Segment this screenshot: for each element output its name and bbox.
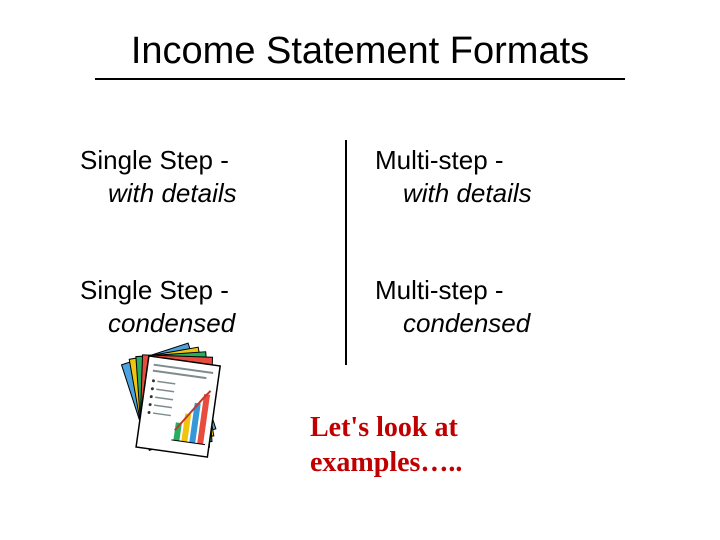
reports-clipart-icon xyxy=(115,340,235,460)
item-line2: condensed xyxy=(108,308,330,339)
grid-cell-left-top: Single Step - with details xyxy=(80,145,330,209)
slide-title: Income Statement Formats xyxy=(131,30,589,73)
item-line1: Multi-step - xyxy=(375,275,635,306)
vertical-divider xyxy=(345,140,347,365)
item-line1: Single Step - xyxy=(80,275,330,306)
item-line2: with details xyxy=(108,178,330,209)
title-underline xyxy=(95,78,625,80)
callout-line1: Let's look at xyxy=(310,410,462,445)
item-line2: condensed xyxy=(403,308,635,339)
grid-cell-left-bottom: Single Step - condensed xyxy=(80,275,330,339)
item-line1: Single Step - xyxy=(80,145,330,176)
item-line2: with details xyxy=(403,178,635,209)
grid-cell-right-top: Multi-step - with details xyxy=(375,145,635,209)
grid-cell-right-bottom: Multi-step - condensed xyxy=(375,275,635,339)
item-line1: Multi-step - xyxy=(375,145,635,176)
callout-line2: examples….. xyxy=(310,445,462,480)
callout-text: Let's look at examples….. xyxy=(310,410,462,480)
